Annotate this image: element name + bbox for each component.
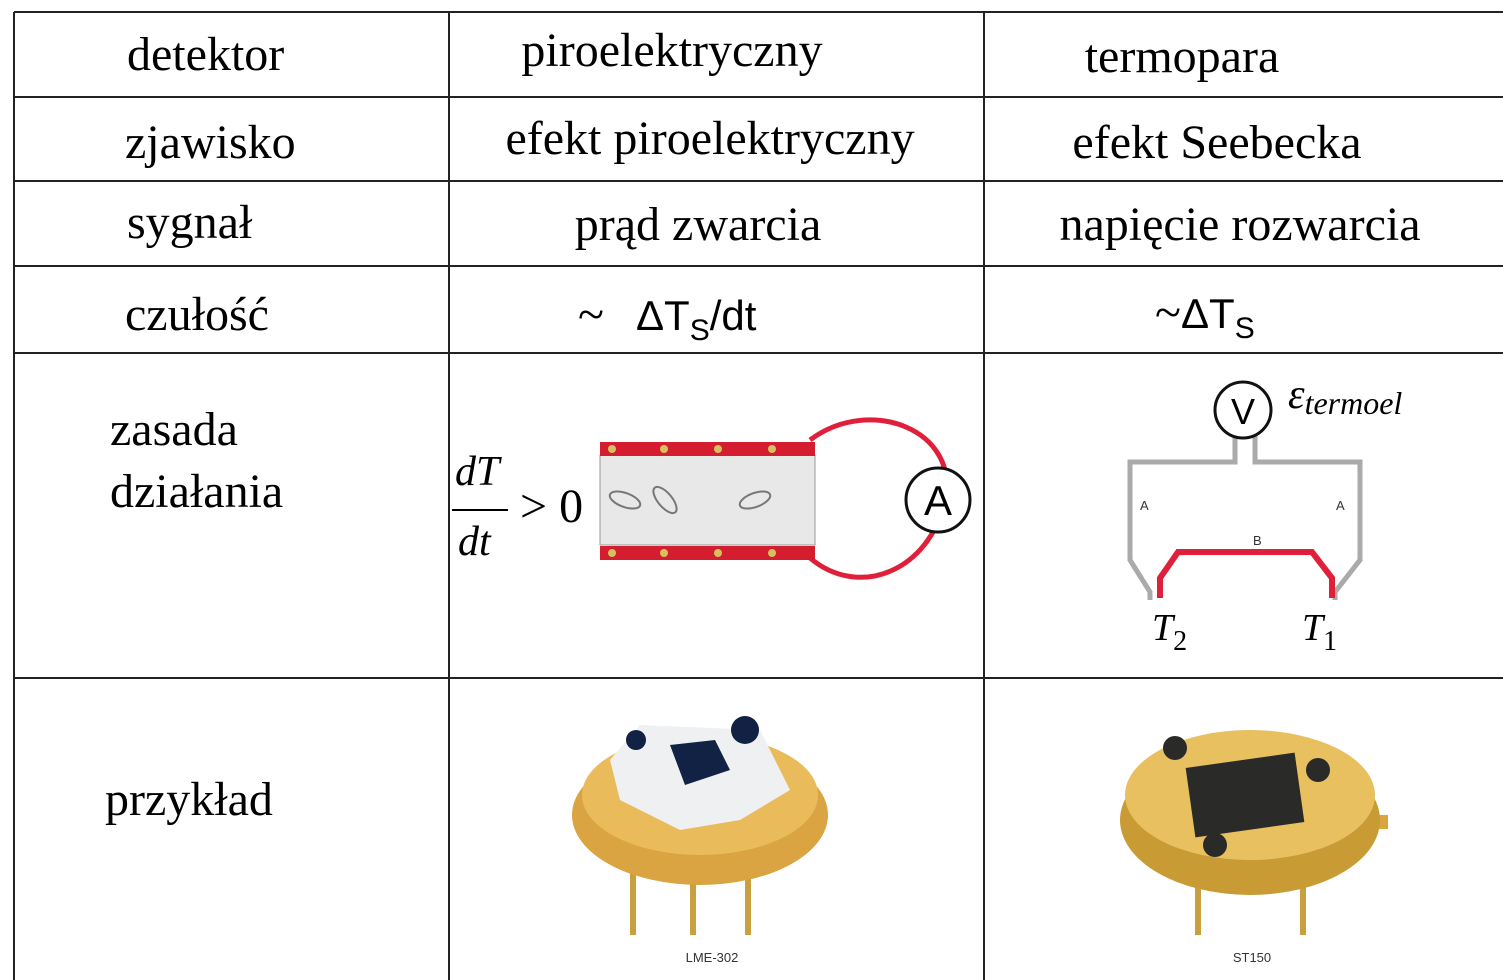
formula: ~ΔTS — [1155, 286, 1255, 345]
tilde: ~ — [578, 288, 604, 341]
cell: efekt Seebecka — [1072, 116, 1361, 169]
cell: termopara — [1085, 30, 1280, 83]
model-label: ST150 — [1233, 950, 1271, 965]
cell: detektor — [127, 28, 284, 81]
meter-label: A — [924, 477, 952, 524]
cell: piroelektryczny — [521, 24, 822, 77]
wire-label: B — [1253, 533, 1262, 548]
tilde: ~ — [1155, 286, 1181, 339]
cell: efekt piroelektryczny — [505, 112, 914, 165]
meter-label: V — [1231, 391, 1255, 432]
subscript: termoel — [1305, 385, 1403, 421]
suffix: /dt — [710, 292, 757, 339]
subscript: 1 — [1323, 626, 1337, 657]
pyro-photo: LME-302 — [572, 716, 828, 965]
wire-label: A — [1336, 498, 1345, 513]
cell: sygnał — [127, 196, 253, 249]
subscript: S — [690, 314, 710, 347]
cell: prąd zwarcia — [575, 198, 822, 251]
thermo-diagram: V εtermoel A A B T2 T1 — [1127, 372, 1402, 657]
emf: εtermoel — [1288, 372, 1402, 421]
symbol: ε — [1288, 372, 1305, 418]
subscript: S — [1235, 312, 1255, 345]
cell: przykład — [105, 773, 273, 826]
symbol: ΔT — [636, 292, 690, 339]
temp-label: T2 — [1152, 607, 1187, 657]
symbol: T — [1302, 607, 1326, 649]
condition: > 0 — [520, 480, 583, 533]
cell: napięcie rozwarcia — [1059, 198, 1420, 251]
model-label: LME-302 — [686, 950, 739, 965]
symbol: ΔT — [1181, 290, 1235, 337]
cell: działania — [110, 465, 283, 518]
formula: ~ ΔTS/dt — [578, 288, 757, 347]
numerator: dT — [455, 449, 502, 495]
cell: czułość — [125, 288, 269, 341]
table-grid — [13, 11, 1503, 980]
cell: zjawisko — [125, 116, 296, 169]
cell: zasada — [110, 403, 238, 456]
thermo-photo: ST150 — [1120, 730, 1388, 965]
symbol: T — [1152, 607, 1176, 649]
pyro-diagram: A dT dt > 0 — [452, 417, 972, 580]
temp-label: T1 — [1302, 607, 1337, 657]
subscript: 2 — [1173, 626, 1187, 657]
denominator: dt — [458, 519, 492, 565]
wire-label: A — [1140, 498, 1149, 513]
